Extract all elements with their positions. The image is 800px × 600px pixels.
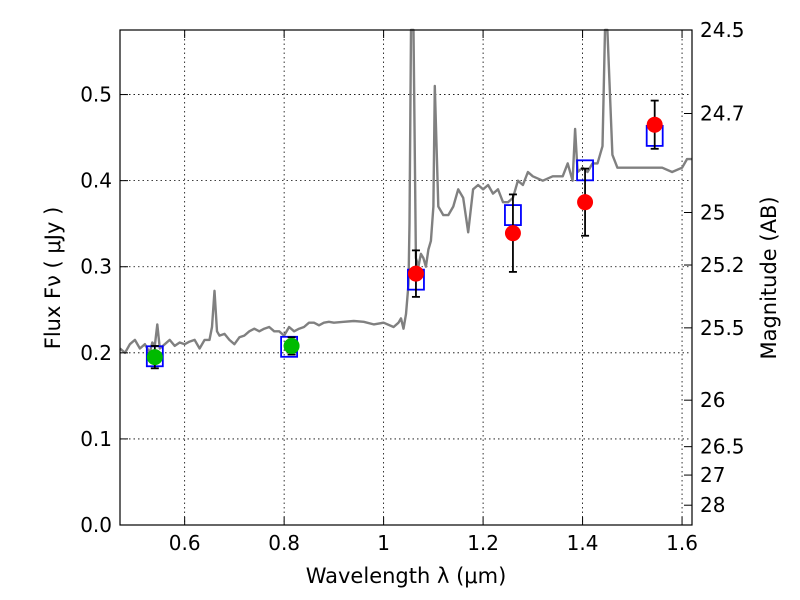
x-tick-label: 1.6	[666, 531, 698, 555]
y-tick-label: 0.0	[80, 513, 112, 537]
right-axis-tick-label: 25.2	[700, 253, 745, 277]
right-axis-tick-label: 24.5	[700, 18, 745, 42]
right-axis-label: Magnitude (AB)	[757, 196, 781, 359]
y-axis-label: Flux Fν ( μJy )	[41, 207, 65, 350]
right-axis-tick-label: 28	[700, 493, 725, 517]
x-tick-label: 1.4	[567, 531, 599, 555]
right-axis-tick-label: 27	[700, 463, 725, 487]
right-axis-tick-label: 24.7	[700, 102, 745, 126]
axes: 0.6 0.8 1 1.2 1.4 1.6 0.0 0.1 0.2 0.3 0.4 0.5 24.5 24…	[80, 18, 744, 555]
observed-point	[504, 225, 521, 242]
right-axis-tick-label: 25	[700, 201, 725, 225]
y-tick-label: 0.5	[80, 83, 112, 107]
y-tick-label: 0.4	[80, 169, 112, 193]
right-axis-tick-label: 26	[700, 388, 725, 412]
y-tick-label: 0.2	[80, 341, 112, 365]
observed-point	[146, 349, 163, 366]
plot-area	[119, 28, 692, 370]
grid-lines	[120, 30, 692, 525]
x-tick-label: 0.8	[268, 531, 300, 555]
plot-frame	[119, 29, 693, 526]
right-axis-tick-label: 26.5	[700, 435, 745, 459]
observed-point	[407, 265, 424, 282]
x-tick-label: 1	[377, 531, 390, 555]
y-tick-label: 0.1	[80, 427, 112, 451]
spectrum-line	[119, 28, 692, 354]
observed-point	[577, 194, 594, 211]
x-tick-label: 1.2	[467, 531, 499, 555]
observed-point	[646, 116, 663, 133]
x-tick-label: 0.6	[169, 531, 201, 555]
right-axis-tick-label: 25.5	[700, 316, 745, 340]
x-axis-label: Wavelength λ (μm)	[306, 564, 507, 588]
y-tick-label: 0.3	[80, 255, 112, 279]
observed-point	[283, 337, 300, 354]
